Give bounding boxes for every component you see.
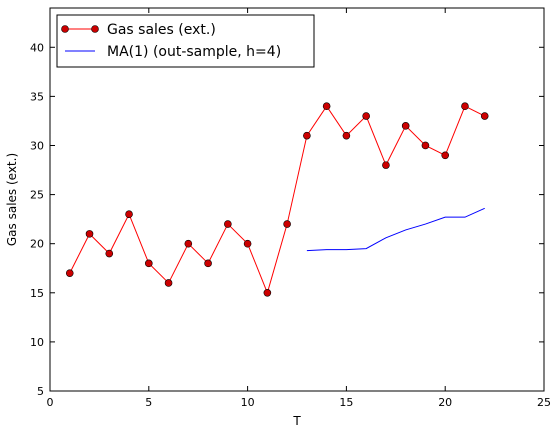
y-tick-label: 15 (30, 287, 44, 300)
data-point (283, 220, 291, 228)
data-point (263, 288, 272, 297)
series-line-1 (69, 105, 485, 295)
plot-area (50, 8, 544, 391)
data-point (65, 269, 74, 277)
x-axis: 0 5 10 15 20 25 (47, 8, 551, 409)
y-axis: 5 10 15 20 25 30 35 40 (30, 41, 544, 398)
legend-marker (61, 25, 69, 33)
legend-marker (91, 25, 99, 33)
y-tick-label: 40 (30, 41, 44, 54)
y-tick-label: 10 (30, 336, 44, 349)
x-tick-label: 10 (241, 396, 255, 409)
data-point (461, 102, 469, 111)
data-point (164, 279, 173, 287)
data-point (204, 259, 212, 268)
x-tick-label: 5 (145, 396, 152, 409)
axes-frame (49, 7, 545, 392)
plot-background (50, 8, 544, 391)
y-tick-label: 20 (30, 238, 44, 251)
series-line-2 (306, 207, 485, 252)
x-tick-label: 25 (537, 396, 551, 409)
data-point (184, 239, 193, 248)
data-point (480, 112, 489, 120)
y-tick-label: 35 (30, 90, 44, 103)
data-point (382, 161, 390, 169)
axes-border (49, 7, 545, 392)
data-point (85, 230, 94, 238)
data-point (362, 112, 370, 120)
legend-label-2: MA(1) (out-sample, h=4) (107, 44, 281, 60)
x-tick-label: 0 (47, 396, 54, 409)
y-tick-label: 25 (30, 189, 44, 202)
data-point (125, 210, 133, 219)
x-tick-label: 15 (339, 396, 353, 409)
y-axis-label: Gas sales (ext.) (5, 153, 19, 246)
legend-box (56, 14, 315, 68)
y-tick-label: 5 (37, 385, 44, 398)
data-point (342, 131, 351, 140)
y-tick-label: 30 (30, 139, 44, 152)
data-point (441, 151, 450, 160)
data-point (224, 220, 232, 228)
data-point (105, 249, 114, 258)
data-point (421, 141, 430, 150)
data-point (322, 102, 331, 111)
data-point (243, 239, 252, 248)
legend: Gas sales (ext.) MA(1) (out-sample, h=4) (56, 14, 315, 68)
x-axis-label: T (292, 414, 301, 428)
data-point (401, 122, 410, 130)
x-tick-label: 20 (438, 396, 452, 409)
data-point (145, 259, 153, 268)
series-layer (65, 102, 489, 297)
data-point (303, 131, 311, 140)
legend-label-1: Gas sales (ext.) (107, 22, 216, 38)
